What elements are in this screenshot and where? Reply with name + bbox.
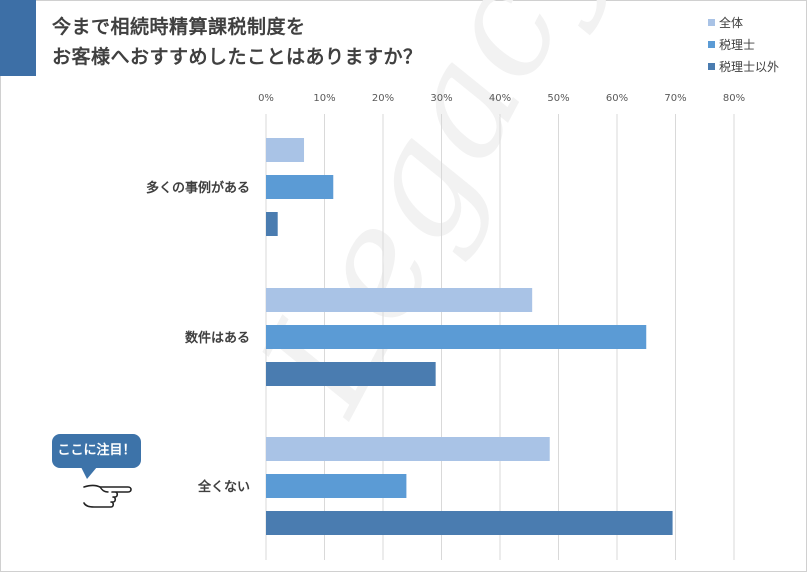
legend-item-tax-accountant: 税理士 [708,33,779,55]
x-tick-label: 0% [258,93,274,104]
legend-label-all: 全体 [719,15,744,30]
x-tick-label: 10% [313,93,335,104]
pointing-hand-icon [83,484,132,508]
bar [266,138,305,162]
legend-swatch-all [708,18,715,26]
x-tick-label: 60% [606,93,628,104]
bar [266,511,673,535]
x-tick-label: 70% [664,93,686,104]
bar [266,288,533,312]
legend-swatch-non-tax-accountant [708,62,715,70]
chart-title: 今まで相続時精算課税制度を お客様へおすすめしたことはありますか？ [52,12,423,72]
x-tick-label: 50% [547,93,569,104]
x-tick-label: 40% [489,93,511,104]
x-tick-label: 20% [372,93,394,104]
bar [266,362,436,386]
category-label: 数件はある [185,330,250,346]
legend-item-all: 全体 [708,11,779,33]
bar [266,437,550,461]
bars [266,138,673,535]
category-label: 全くない [197,479,250,495]
legend: 全体 税理士 税理士以外 [708,11,779,77]
bar [266,175,334,199]
legend-item-non-tax-accountant: 税理士以外 [708,55,779,77]
x-tick-label: 30% [430,93,452,104]
category-label: 多くの事例がある [146,180,250,196]
title-line-2: お客様へおすすめしたことはありますか？ [52,46,423,68]
callout-bubble: ここに注目！ [52,434,141,479]
title-accent-bar [0,0,36,76]
bar [266,212,278,236]
bar [266,474,407,498]
legend-label-non-tax-accountant: 税理士以外 [719,59,780,74]
x-tick-label: 80% [723,93,745,104]
legend-swatch-tax-accountant [708,40,715,48]
x-tick-labels: 0% 10% 20% 30% 40% 50% 60% 70% 80% [258,93,745,104]
title-line-1: 今まで相続時精算課税制度を [52,16,306,38]
legend-label-tax-accountant: 税理士 [719,37,756,52]
bar [266,325,647,349]
